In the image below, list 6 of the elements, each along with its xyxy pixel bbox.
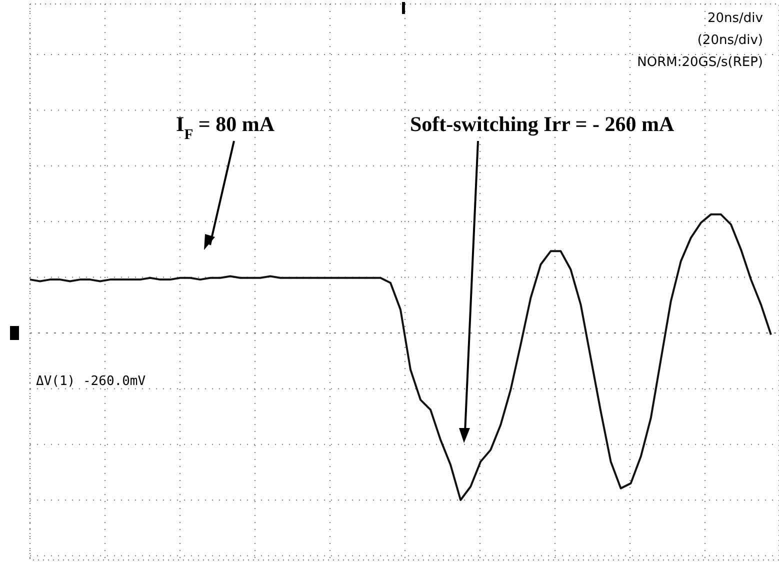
text: I$_{F}$ = 80 mA — [176, 112, 276, 143]
text: NORM:20GS/s(REP) — [637, 55, 763, 70]
text: Soft-switching Irr = - 260 mA — [410, 112, 675, 136]
text: 20ns/div — [708, 11, 764, 26]
annotation: ΔV(1) -260.0mV — [36, 374, 146, 389]
text: (20ns/div) — [697, 33, 763, 48]
